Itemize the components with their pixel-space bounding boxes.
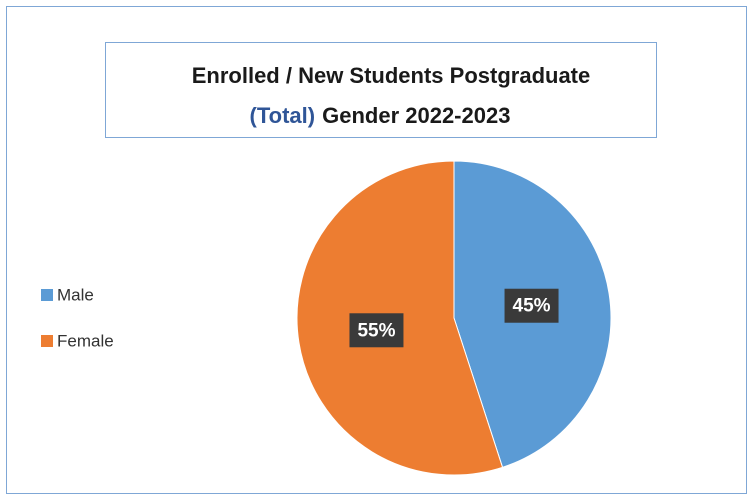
legend-swatch <box>41 289 53 301</box>
title-rest: Gender 2022-2023 <box>322 103 510 128</box>
chart-title: Enrolled / New Students Postgraduate <box>192 63 591 88</box>
title-highlight: (Total) <box>250 103 316 128</box>
data-label: 45% <box>513 296 551 317</box>
legend-label: Male <box>57 285 94 304</box>
data-label: 55% <box>357 320 395 341</box>
chart-subtitle: (Total) Gender 2022-2023 <box>250 103 511 128</box>
legend-label: Female <box>57 331 114 350</box>
legend-swatch <box>41 335 53 347</box>
title-box <box>105 42 657 138</box>
data-label-box <box>504 288 559 323</box>
data-label-box <box>349 313 404 348</box>
